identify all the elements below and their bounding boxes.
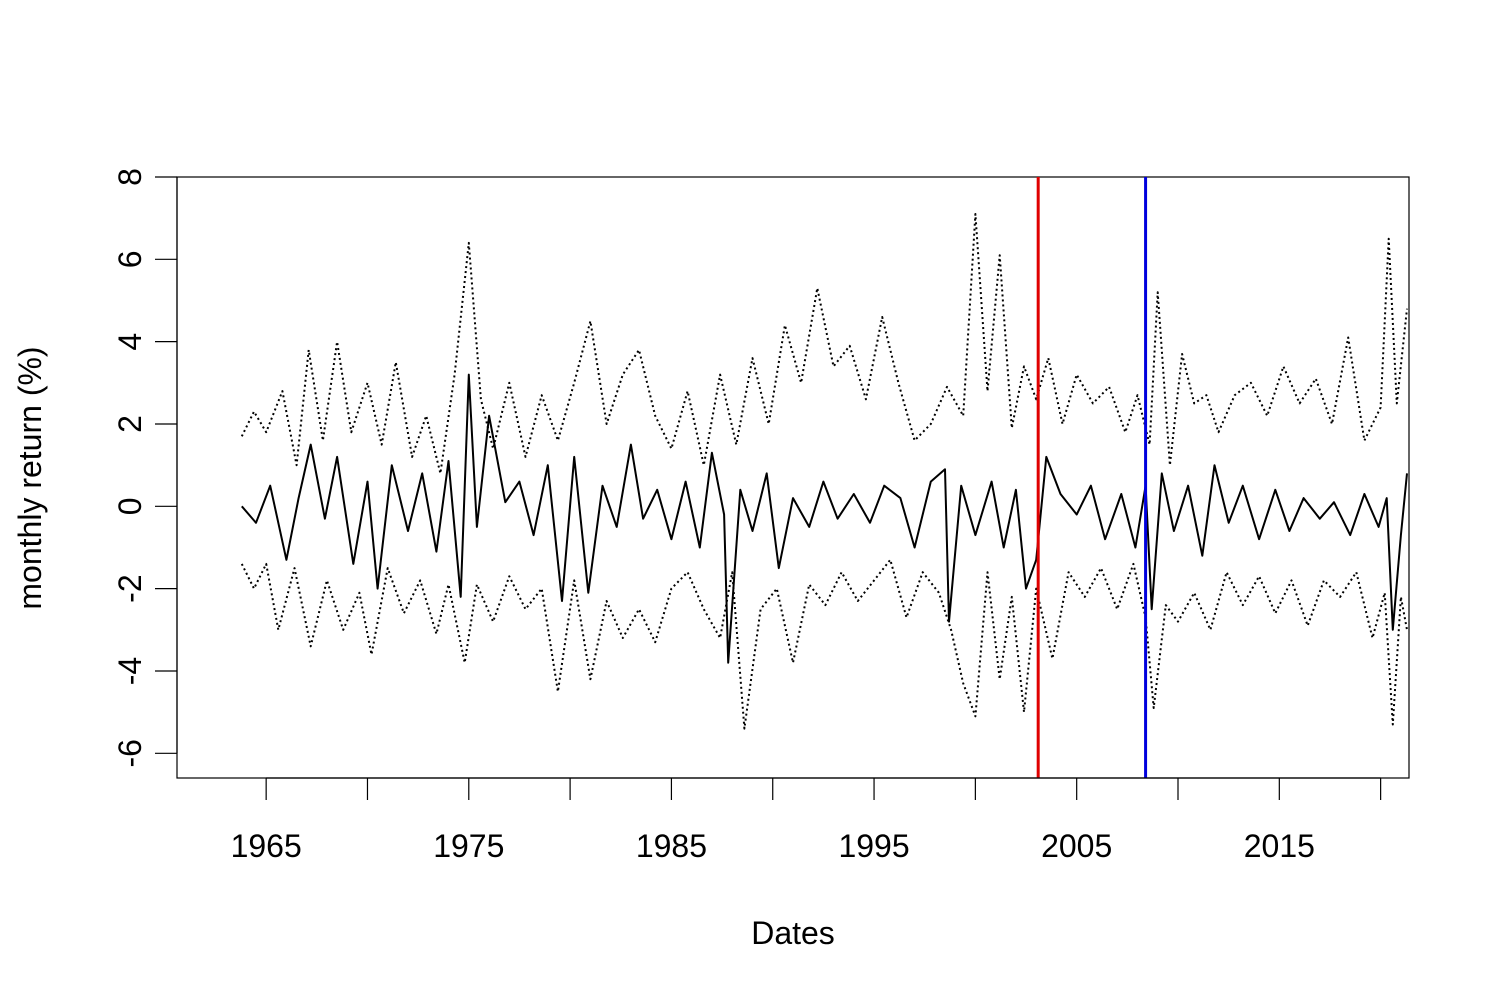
series-line-2 [240, 213, 1408, 475]
x-tick-label: 2005 [1041, 828, 1112, 864]
x-tick-label: 1985 [636, 828, 707, 864]
x-tick-label: 2015 [1244, 828, 1315, 864]
y-tick-label: -4 [112, 657, 148, 685]
y-tick-label: 6 [112, 250, 148, 268]
x-axis: 1965 1975 1985 1995 2005 2015 [231, 777, 1382, 864]
y-tick-label: 8 [112, 168, 148, 186]
plot-frame [176, 176, 1410, 779]
y-tick-label: 0 [112, 497, 148, 515]
y-tick-label: 4 [112, 333, 148, 351]
y-tick-label: 2 [112, 415, 148, 433]
y-axis: -6 -4 -2 0 2 4 6 8 [112, 168, 178, 768]
series-layer [240, 213, 1408, 730]
vline-layer [1036, 177, 1148, 778]
x-axis-title: Dates [751, 915, 835, 951]
x-tick-label: 1995 [838, 828, 909, 864]
y-tick-label: -6 [112, 739, 148, 767]
x-tick-label: 1965 [231, 828, 302, 864]
y-tick-label: -2 [112, 574, 148, 602]
series-line-1 [241, 373, 1408, 664]
y-axis-title: monthly return (%) [12, 346, 48, 609]
series-line-3 [240, 558, 1408, 730]
x-tick-label: 1975 [433, 828, 504, 864]
